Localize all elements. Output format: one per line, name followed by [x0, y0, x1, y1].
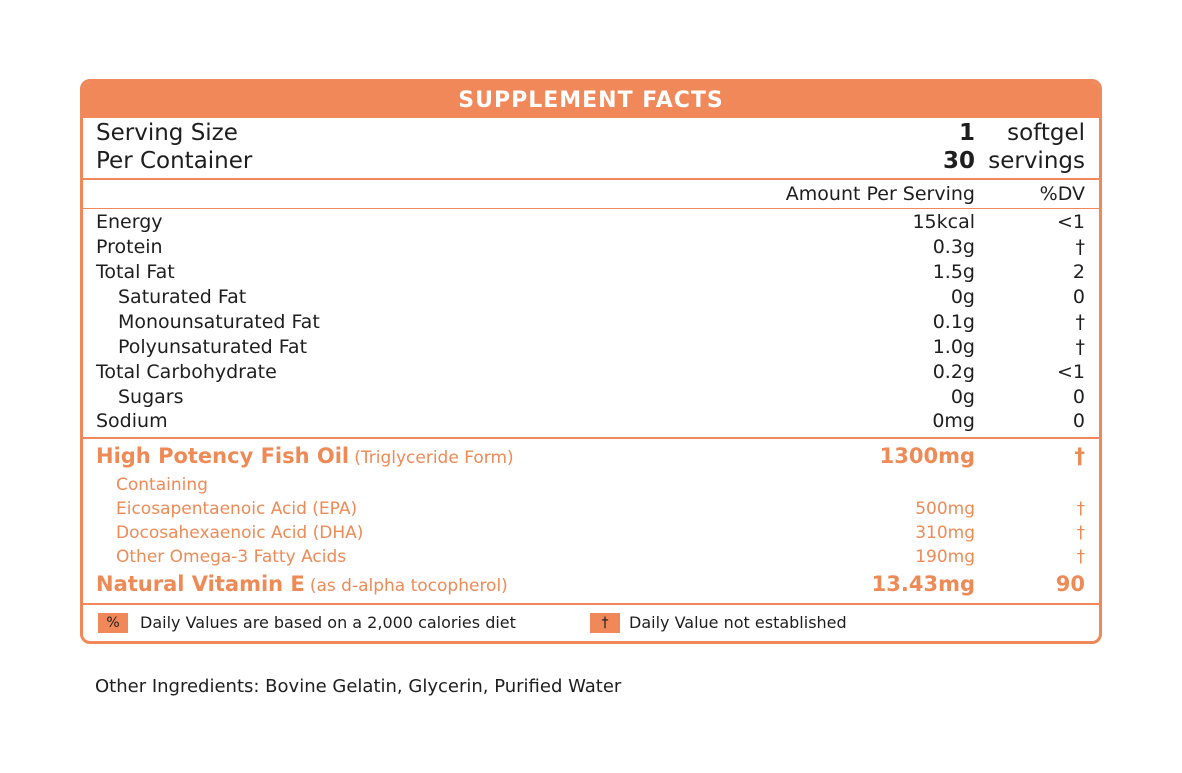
nutrient-name-saturated-fat: Saturated Fat — [118, 286, 247, 308]
component-dv-dha: † — [1076, 523, 1086, 543]
nutrient-name-total-fat: Total Fat — [96, 261, 175, 283]
containing-label: Containing — [116, 475, 208, 495]
component-name-dha: Docosahexaenoic Acid (DHA) — [116, 523, 364, 543]
nutrient-amount-energy: 15kcal — [912, 211, 975, 233]
divider-nutrients — [83, 437, 1099, 439]
other-ingredients: Other Ingredients: Bovine Gelatin, Glyce… — [95, 676, 622, 697]
dagger-key-badge: † — [590, 613, 620, 633]
component-name-other-omega3: Other Omega-3 Fatty Acids — [116, 547, 347, 567]
fish-oil-dv: † — [1074, 444, 1086, 468]
nutrient-amount-sodium: 0mg — [932, 410, 975, 432]
vitamin-e-amount: 13.43mg — [871, 572, 975, 596]
nutrient-amount-sugars: 0g — [950, 386, 975, 408]
nutrient-amount-saturated-fat: 0g — [950, 286, 975, 308]
nutrient-dv-polyunsaturated-fat: † — [1075, 336, 1086, 358]
component-dv-other-omega3: † — [1076, 547, 1086, 567]
vitamin-e-name: Natural Vitamin E — [96, 572, 305, 596]
panel-title: SUPPLEMENT FACTS — [83, 82, 1099, 118]
vitamin-e-form: (as d-alpha tocopherol) — [309, 576, 508, 596]
nutrient-dv-monounsaturated-fat: † — [1075, 311, 1086, 333]
divider-columns — [83, 208, 1099, 209]
vitamin-e-dv: 90 — [1055, 572, 1085, 596]
nutrient-name-protein: Protein — [96, 236, 163, 258]
nutrient-amount-polyunsaturated-fat: 1.0g — [932, 336, 975, 358]
component-name-epa: Eicosapentaenoic Acid (EPA) — [116, 499, 358, 519]
divider-serving — [83, 178, 1099, 180]
vitamin-e-row: Natural Vitamin E (as d-alpha tocopherol… — [96, 572, 508, 596]
footnote-not-established: Daily Value not established — [629, 613, 847, 632]
component-dv-epa: † — [1076, 499, 1086, 519]
nutrient-amount-total-fat: 1.5g — [932, 261, 975, 283]
serving-size-label: Serving Size — [96, 120, 238, 146]
amount-column-header: Amount Per Serving — [785, 183, 975, 205]
fish-oil-form: (Triglyceride Form) — [354, 448, 514, 468]
component-amount-other-omega3: 190mg — [915, 547, 975, 567]
percent-key-badge: % — [98, 613, 128, 633]
serving-size-unit: softgel — [1007, 120, 1085, 146]
nutrient-dv-saturated-fat: 0 — [1072, 286, 1085, 308]
per-container-unit: servings — [988, 148, 1085, 174]
fish-oil-row: High Potency Fish Oil (Triglyceride Form… — [96, 444, 514, 468]
component-amount-epa: 500mg — [915, 499, 975, 519]
nutrient-name-polyunsaturated-fat: Polyunsaturated Fat — [118, 336, 308, 358]
nutrient-name-monounsaturated-fat: Monounsaturated Fat — [118, 311, 320, 333]
nutrient-amount-total-carbohydrate: 0.2g — [932, 361, 975, 383]
per-container-qty: 30 — [942, 148, 975, 174]
divider-footnotes — [83, 603, 1099, 605]
footnote-daily-values: Daily Values are based on a 2,000 calori… — [140, 613, 516, 632]
nutrient-amount-monounsaturated-fat: 0.1g — [932, 311, 975, 333]
supplement-facts-panel: SUPPLEMENT FACTS Serving Size 1 softgel … — [80, 79, 1102, 644]
nutrient-dv-total-fat: 2 — [1072, 261, 1085, 283]
fish-oil-amount: 1300mg — [879, 444, 975, 468]
nutrient-name-sugars: Sugars — [118, 386, 184, 408]
nutrient-dv-sugars: 0 — [1072, 386, 1085, 408]
component-amount-dha: 310mg — [915, 523, 975, 543]
nutrient-dv-protein: † — [1075, 236, 1086, 258]
serving-size-qty: 1 — [958, 120, 975, 146]
nutrient-name-total-carbohydrate: Total Carbohydrate — [96, 361, 277, 383]
dv-column-header: %DV — [1039, 183, 1085, 205]
nutrient-amount-protein: 0.3g — [932, 236, 975, 258]
nutrient-dv-energy: <1 — [1056, 211, 1085, 233]
nutrient-dv-sodium: 0 — [1072, 410, 1085, 432]
per-container-label: Per Container — [96, 148, 253, 174]
nutrient-name-energy: Energy — [96, 211, 163, 233]
fish-oil-name: High Potency Fish Oil — [96, 444, 350, 468]
nutrient-name-sodium: Sodium — [96, 410, 168, 432]
nutrient-dv-total-carbohydrate: <1 — [1056, 361, 1085, 383]
